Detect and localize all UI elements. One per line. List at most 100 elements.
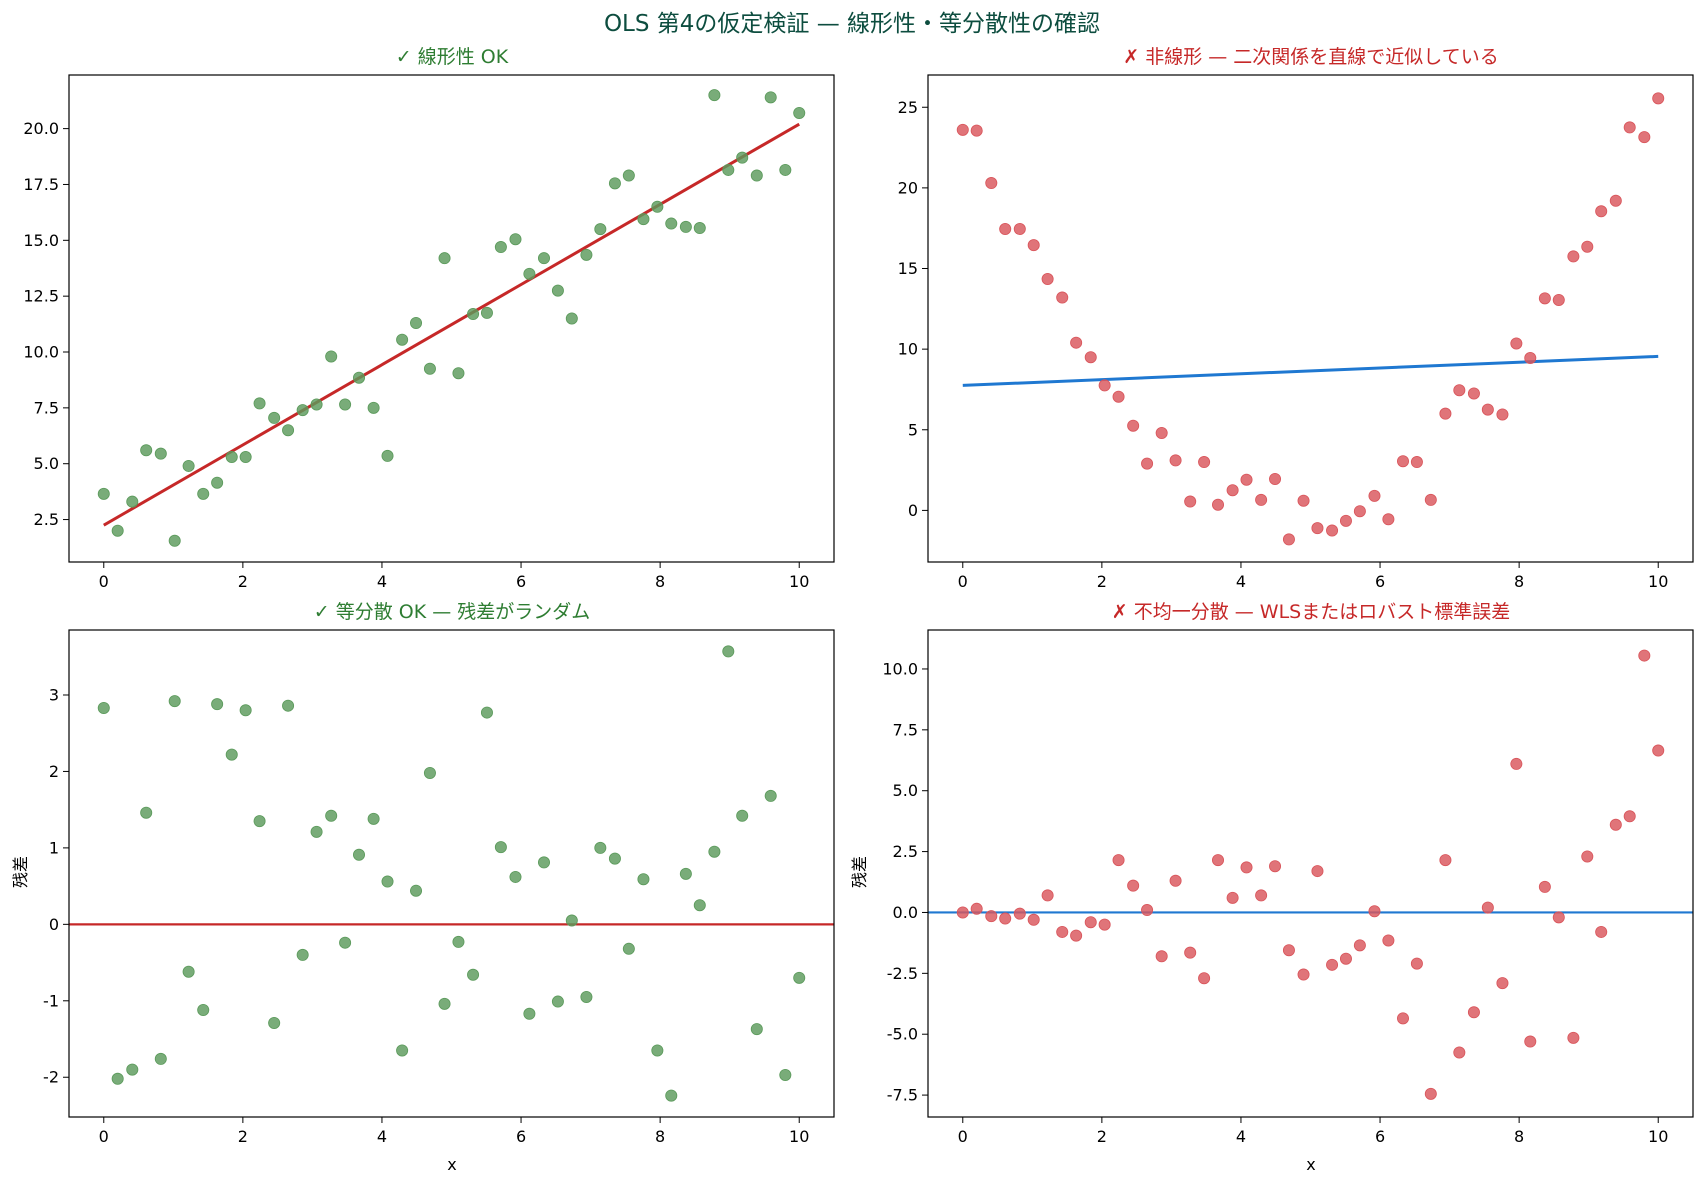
data-point — [1439, 407, 1452, 420]
data-point — [1311, 522, 1324, 535]
data-point — [1638, 649, 1651, 662]
data-point — [1098, 918, 1111, 931]
data-point — [197, 1003, 210, 1016]
data-point — [594, 841, 607, 854]
x-tick-label: 8 — [655, 572, 665, 591]
data-point — [1198, 972, 1211, 985]
data-point — [637, 213, 650, 226]
data-point — [1609, 194, 1622, 207]
panel-heteroscedasticity-ng: ✗ 不均一分散 — WLSまたはロバスト標準誤差 x 残差 0 2 4 6 8 10 -7.… — [850, 601, 1694, 1174]
data-point — [268, 1016, 281, 1029]
data-point — [325, 350, 338, 363]
data-point — [296, 948, 309, 961]
data-point — [353, 371, 366, 384]
data-point — [97, 487, 110, 500]
data-point — [182, 965, 195, 978]
data-point — [168, 695, 181, 708]
data-point — [1112, 854, 1125, 867]
data-point — [779, 1068, 792, 1081]
data-point — [494, 241, 507, 254]
data-point — [1282, 944, 1295, 957]
data-point — [1112, 390, 1125, 403]
data-point — [1581, 850, 1594, 863]
data-point — [1510, 757, 1523, 770]
data-point — [494, 841, 507, 854]
data-point — [239, 704, 252, 717]
y-tick-label: -1 — [43, 991, 59, 1010]
data-point — [438, 997, 451, 1010]
data-point — [1552, 293, 1565, 306]
panel-title: ✓ 等分散 OK — 残差がランダム — [314, 601, 591, 623]
x-tick-label: 6 — [516, 1127, 526, 1146]
y-tick-label: 0 — [49, 915, 59, 934]
y-tick-label: 5.0 — [893, 781, 918, 800]
data-point — [999, 912, 1012, 925]
data-point — [211, 698, 224, 711]
data-point — [509, 233, 522, 246]
data-point — [1297, 968, 1310, 981]
data-point — [1524, 1035, 1537, 1048]
data-point — [1056, 925, 1069, 938]
data-point — [679, 867, 692, 880]
data-point — [722, 645, 735, 658]
x-tick-label: 10 — [1648, 572, 1668, 591]
data-point — [985, 910, 998, 923]
data-point — [1282, 533, 1295, 546]
data-point — [1496, 408, 1509, 421]
data-point — [168, 534, 181, 547]
x-tick-label: 4 — [1236, 1127, 1246, 1146]
data-point — [1212, 498, 1225, 511]
panel-title: ✗ 非線形 — 二次関係を直線で近似している — [1123, 46, 1498, 68]
data-point — [1169, 454, 1182, 467]
data-point — [396, 1044, 409, 1057]
data-point — [1041, 889, 1054, 902]
axes-frame — [68, 629, 835, 1118]
data-point — [154, 1052, 167, 1065]
data-point — [1368, 905, 1381, 918]
y-tick-label: -5.0 — [887, 1025, 918, 1044]
data-point — [1453, 1046, 1466, 1059]
data-point — [750, 169, 763, 182]
x-axis-label: x — [1306, 1155, 1315, 1174]
data-point — [1326, 524, 1339, 537]
data-point — [1396, 455, 1409, 468]
data-point — [1269, 472, 1282, 485]
data-point — [1623, 810, 1636, 823]
figure-suptitle: OLS 第4の仮定検証 — 線形性・等分散性の確認 — [604, 11, 1100, 37]
data-point — [197, 487, 210, 500]
y-tick-label: 20.0 — [23, 119, 59, 138]
y-tick-label: 12.5 — [23, 287, 59, 306]
x-tick-label: 4 — [377, 572, 387, 591]
data-point — [381, 449, 394, 462]
data-point — [480, 306, 493, 319]
data-point — [1396, 1012, 1409, 1025]
data-point — [1240, 861, 1253, 874]
data-point — [282, 699, 295, 712]
y-tick-label: 3 — [49, 685, 59, 704]
data-point — [622, 169, 635, 182]
data-point — [1538, 880, 1551, 893]
y-tick-label: 25 — [898, 98, 918, 117]
data-point — [779, 163, 792, 176]
data-point — [1467, 1006, 1480, 1019]
data-point — [509, 870, 522, 883]
y-tick-label: 0.0 — [893, 903, 918, 922]
data-point — [467, 308, 480, 321]
data-point — [310, 398, 323, 411]
data-point — [1524, 352, 1537, 365]
data-point — [1382, 934, 1395, 947]
data-point — [1652, 92, 1665, 105]
data-point — [1070, 929, 1083, 942]
data-point — [1184, 946, 1197, 959]
data-point — [480, 706, 493, 719]
data-point — [1155, 426, 1168, 439]
data-point — [1410, 456, 1423, 469]
data-point — [693, 899, 706, 912]
data-point — [1041, 272, 1054, 285]
data-point — [1255, 889, 1268, 902]
data-point — [1027, 239, 1040, 252]
data-point — [1453, 384, 1466, 397]
data-point — [1311, 865, 1324, 878]
data-point — [296, 404, 309, 417]
